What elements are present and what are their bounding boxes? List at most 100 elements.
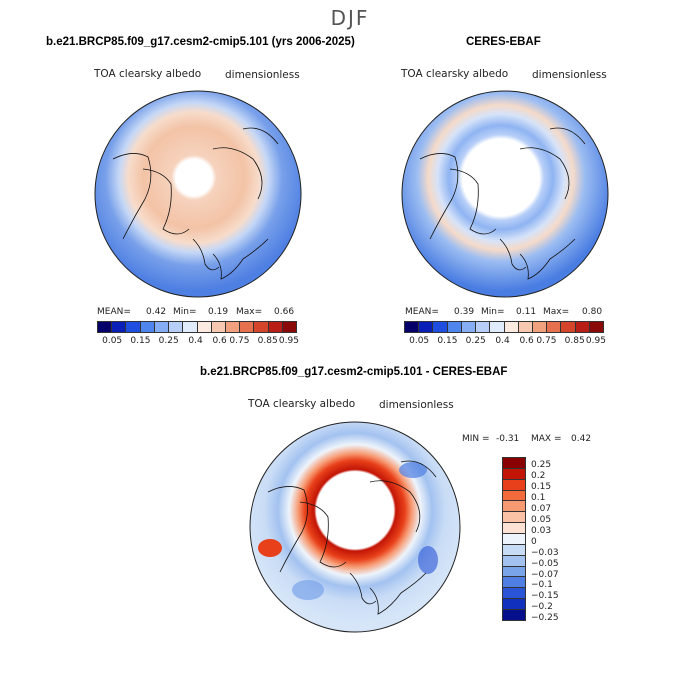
diff-anomaly-patches [258,462,438,600]
diff-coastlines [267,460,437,615]
model-colorbar-tick-label: 0.25 [158,336,179,346]
diff-colorbar-swatch [503,544,525,556]
diff-colorbar-tick-label: −0.25 [531,613,559,624]
diff-colorbar-tick-label: 0.25 [531,460,552,471]
obs-colorbar-swatch [419,322,434,332]
obs-colorbar-swatch [518,322,533,332]
model-colorbar-swatch [211,322,226,332]
obs-panel-title: CERES-EBAF [466,36,541,48]
diff-colorbar-swatch [503,512,525,524]
diff-colorbar-tick-label: 0.05 [531,514,552,525]
diff-colorbar [502,457,526,621]
obs-colorbar-swatch [589,322,604,332]
obs-max-label: Max= [543,307,570,317]
diff-colorbar-tick-label: 0.03 [531,525,552,536]
model-variable-label: TOA clearsky albedo [94,68,202,80]
model-min-label: Min= [173,307,197,317]
diff-colorbar-tick-label: −0.2 [531,602,553,613]
obs-colorbar-swatch [405,322,420,332]
model-mean-value: 0.42 [146,307,167,317]
diff-colorbar-tick-label: 0.2 [531,471,546,482]
season-title: DJF [330,6,370,30]
diff-colorbar-tick-label: 0.15 [531,482,552,493]
diff-max-value: 0.42 [571,434,592,444]
model-colorbar-swatch [154,322,170,332]
model-colorbar-swatch [169,322,184,332]
diff-colorbar-tick-label: 0 [531,536,537,547]
obs-units-label: dimensionless [532,69,607,81]
diff-polar-map [249,421,461,633]
diff-colorbar-swatch [503,566,525,578]
diff-max-label: MAX = [531,434,562,444]
model-colorbar-tick-label: 0.95 [278,336,299,346]
diff-min-label: MIN = [462,434,490,444]
diff-colorbar-tick-label: −0.15 [531,591,559,602]
obs-min-label: Min= [481,307,505,317]
obs-colorbar-tick-label: 0.05 [409,336,430,346]
model-colorbar-tick-label: 0.15 [130,336,151,346]
diff-colorbar-tick-label: −0.05 [531,558,559,569]
obs-colorbar-swatch [433,322,448,332]
obs-variable-label: TOA clearsky albedo [401,68,509,80]
model-colorbar-swatch [225,322,241,332]
model-colorbar-swatch [268,322,283,332]
diff-colorbar-swatch [503,479,525,491]
model-colorbar-swatch [282,322,297,332]
model-colorbar-swatch [240,322,255,332]
model-colorbar [98,322,297,332]
diff-colorbar-swatch [503,534,525,545]
obs-field [402,91,608,297]
obs-colorbar-tick-label: 0.85 [564,336,585,346]
obs-colorbar-tick-label: 0.6 [519,336,534,346]
obs-colorbar-tick-label: 0.4 [495,336,510,346]
diff-colorbar-swatch [503,501,525,513]
model-colorbar-swatch [254,322,269,332]
diff-min-value: -0.31 [496,434,520,444]
model-colorbar-swatch [112,322,127,332]
diff-colorbar-tick-label: 0.1 [531,493,546,503]
model-colorbar-tick-label: 0.85 [257,336,278,346]
obs-polar-map [401,90,609,298]
obs-colorbar-swatch [476,322,491,332]
obs-coastlines [419,127,586,280]
model-max-value: 0.66 [274,307,295,317]
obs-colorbar-swatch [532,322,548,332]
obs-colorbar-swatch [561,322,576,332]
model-colorbar-tick-label: 0.4 [188,336,203,346]
diff-colorbar-swatch [503,577,525,589]
model-coastlines [112,127,279,280]
diff-colorbar-swatch [503,458,525,469]
model-units-label: dimensionless [225,69,300,81]
diff-field [250,422,460,632]
obs-colorbar-swatch [461,322,477,332]
obs-colorbar-swatch [447,322,462,332]
diff-colorbar-swatch [503,523,525,535]
model-colorbar-tick-label: 0.75 [229,336,250,346]
diff-colorbar-swatch [503,555,525,567]
obs-colorbar-swatch [490,322,505,332]
model-colorbar-swatch [98,322,113,332]
model-colorbar-swatch [140,322,155,332]
diff-panel-title: b.e21.BRCP85.f09_g17.cesm2-cmip5.101 - C… [200,366,508,378]
obs-colorbar-tick-label: 0.25 [465,336,486,346]
model-colorbar-swatch [197,322,212,332]
obs-colorbar [405,322,604,332]
obs-min-value: 0.11 [516,307,537,317]
diff-colorbar-swatch [503,468,525,480]
diff-variable-label: TOA clearsky albedo [248,398,356,410]
obs-colorbar-tick-label: 0.75 [536,336,557,346]
model-colorbar-tick-label: 0.05 [102,336,123,346]
diff-colorbar-tick-label: −0.07 [531,569,559,580]
obs-mean-value: 0.39 [454,307,475,317]
obs-colorbar-swatch [504,322,519,332]
diff-colorbar-tick-label: 0.07 [531,503,552,514]
diff-colorbar-swatch [503,490,525,502]
diff-colorbar-tick-label: −0.1 [531,580,553,591]
diff-colorbar-swatch [503,588,525,600]
model-colorbar-swatch [183,322,198,332]
model-min-value: 0.19 [208,307,229,317]
model-panel-title: b.e21.BRCP85.f09_g17.cesm2-cmip5.101 (yr… [46,36,355,48]
model-max-label: Max= [236,307,263,317]
obs-colorbar-tick-label: 0.15 [437,336,458,346]
model-polar-map [94,90,302,298]
